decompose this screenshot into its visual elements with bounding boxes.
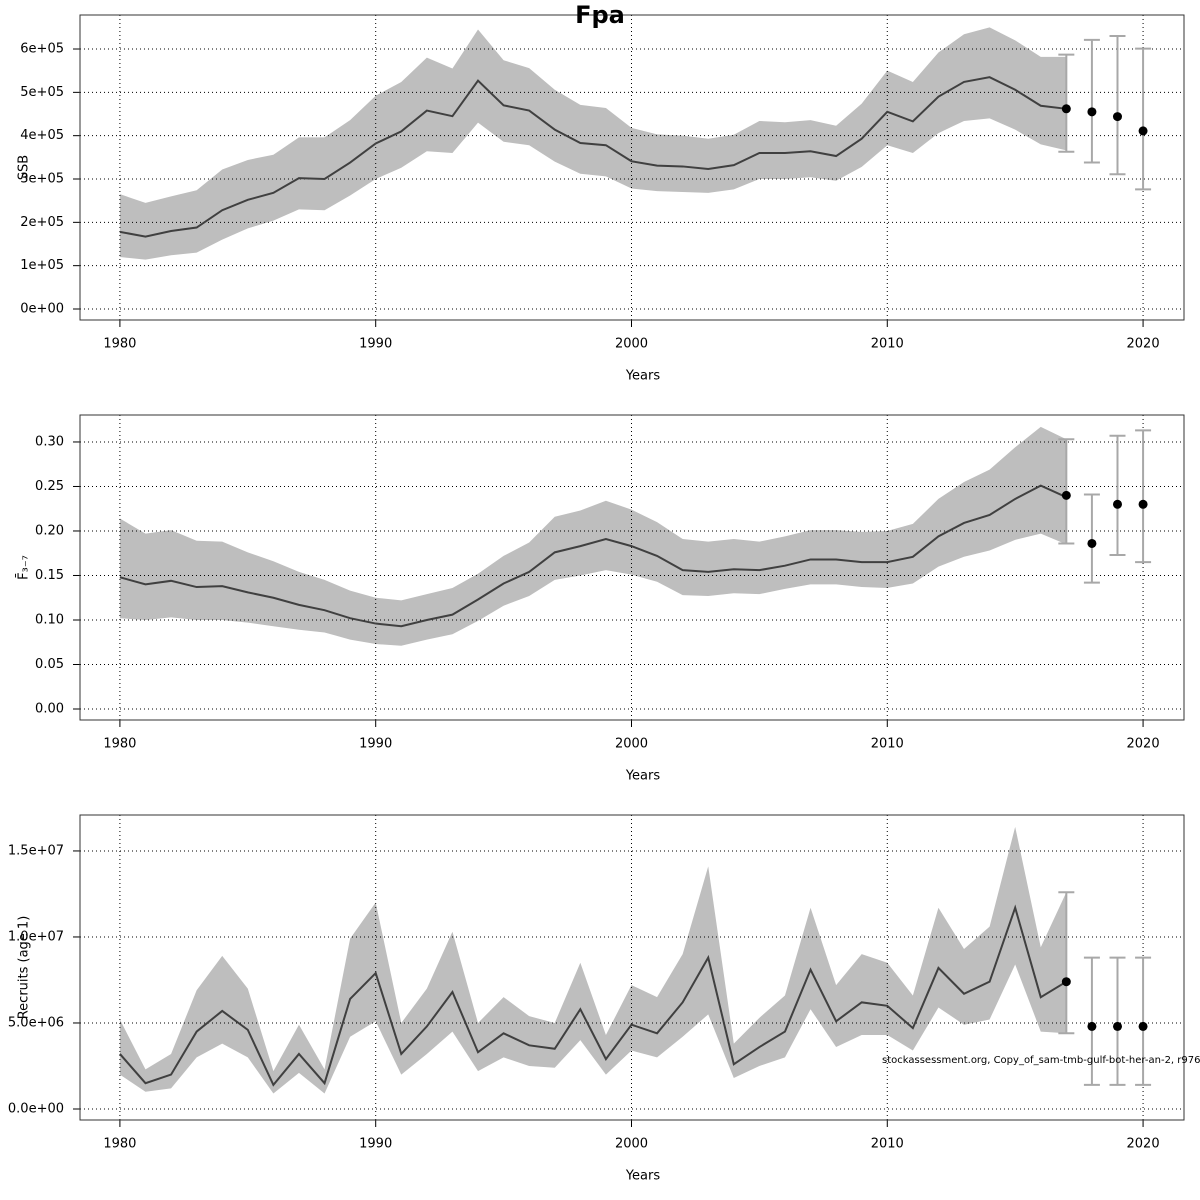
y-tick-label: 3e+05 [20, 172, 64, 187]
plot-frame [79, 414, 1185, 721]
error-bar [1083, 956, 1100, 1086]
x-tick-label: 2010 [871, 337, 904, 352]
confidence-band [119, 826, 1067, 1094]
plot-frame [79, 14, 1185, 321]
y-tick-label: 2e+05 [20, 215, 64, 230]
y-tick-label: 1.5e+07 [8, 843, 64, 858]
x-tick-label: 1980 [103, 337, 136, 352]
y-tick-label: 0.05 [35, 657, 64, 672]
forecast-point [1087, 1021, 1097, 1031]
forecast-point [1138, 126, 1148, 136]
plot-frame [79, 814, 1185, 1121]
x-tick-label: 1990 [359, 337, 392, 352]
x-tick-label: 2000 [615, 1137, 648, 1152]
y-tick-label: 1.0e+07 [8, 929, 64, 944]
y-tick-label: 6e+05 [20, 42, 64, 57]
x-tick-label: 2000 [615, 737, 648, 752]
forecast-point [1138, 1021, 1148, 1031]
y-tick-label: 0.15 [35, 568, 64, 583]
x-tick-label: 2010 [871, 1137, 904, 1152]
confidence-band [119, 426, 1067, 646]
error-bar [1083, 493, 1100, 584]
panel: 1980 1990 2000 2010 2020 0e+00 1e+05 2e+05 3e+05… [17, 14, 1185, 384]
forecast-point [1061, 104, 1071, 114]
y-tick-label: 0.20 [35, 523, 64, 538]
error-bar [1135, 47, 1152, 191]
y-tick-label: 5.0e+06 [8, 1015, 64, 1030]
y-tick-label: 0e+00 [20, 301, 64, 316]
y-tick-label: 0.25 [35, 479, 64, 494]
y-tick-label: 0.0e+00 [8, 1101, 64, 1116]
forecast-point [1112, 499, 1122, 509]
x-tick-label: 1990 [359, 1137, 392, 1152]
estimate-line [119, 76, 1067, 238]
error-bar [1058, 53, 1075, 153]
error-bar [1135, 956, 1152, 1086]
x-tick-label: 2020 [1127, 737, 1160, 752]
error-bar [1109, 434, 1126, 557]
y-tick-label: 5e+05 [20, 85, 64, 100]
figure-title: Fpa [575, 1, 625, 29]
forecast-point [1087, 538, 1097, 548]
footnote: stockassessment.org, Copy_of_sam-tmb-gul… [882, 1055, 1200, 1066]
error-bar [1109, 956, 1126, 1086]
y-axis-label: SSB [17, 155, 32, 180]
y-axis-label: F̄₃₋₇ [16, 555, 31, 580]
error-bar [1058, 891, 1075, 1035]
x-tick-label: 2000 [615, 337, 648, 352]
error-bar [1135, 429, 1152, 564]
y-tick-label: 1e+05 [20, 258, 64, 273]
forecast-point [1061, 490, 1071, 500]
y-tick-label: 4e+05 [20, 128, 64, 143]
x-tick-label: 1980 [103, 1137, 136, 1152]
y-tick-label: 0.10 [35, 612, 64, 627]
error-bar [1109, 35, 1126, 176]
x-tick-label: 1980 [103, 737, 136, 752]
y-tick-label: 0.00 [35, 701, 64, 716]
y-tick-label: 0.30 [35, 434, 64, 449]
x-tick-label: 2020 [1127, 1137, 1160, 1152]
forecast-point [1061, 977, 1071, 987]
forecast-point [1087, 107, 1097, 117]
forecast-point [1112, 112, 1122, 122]
forecast-point [1112, 1021, 1122, 1031]
error-bar [1083, 38, 1100, 164]
panel: 1980 1990 2000 2010 2020 0.0e+00 5.0e+06 1.0e+0… [8, 814, 1185, 1184]
forecast-point [1138, 499, 1148, 509]
x-tick-label: 1990 [359, 737, 392, 752]
panel: 1980 1990 2000 2010 2020 0.00 0.05 0.10 0.15 0.20… [16, 414, 1185, 784]
x-tick-label: 2010 [871, 737, 904, 752]
x-axis-label: Years [625, 1169, 661, 1184]
estimate-line [119, 904, 1067, 1087]
y-axis-label: Recruits (age 1) [17, 916, 32, 1020]
x-axis-label: Years [625, 369, 661, 384]
x-tick-label: 2020 [1127, 337, 1160, 352]
estimate-line [119, 484, 1067, 628]
x-axis-label: Years [625, 769, 661, 784]
